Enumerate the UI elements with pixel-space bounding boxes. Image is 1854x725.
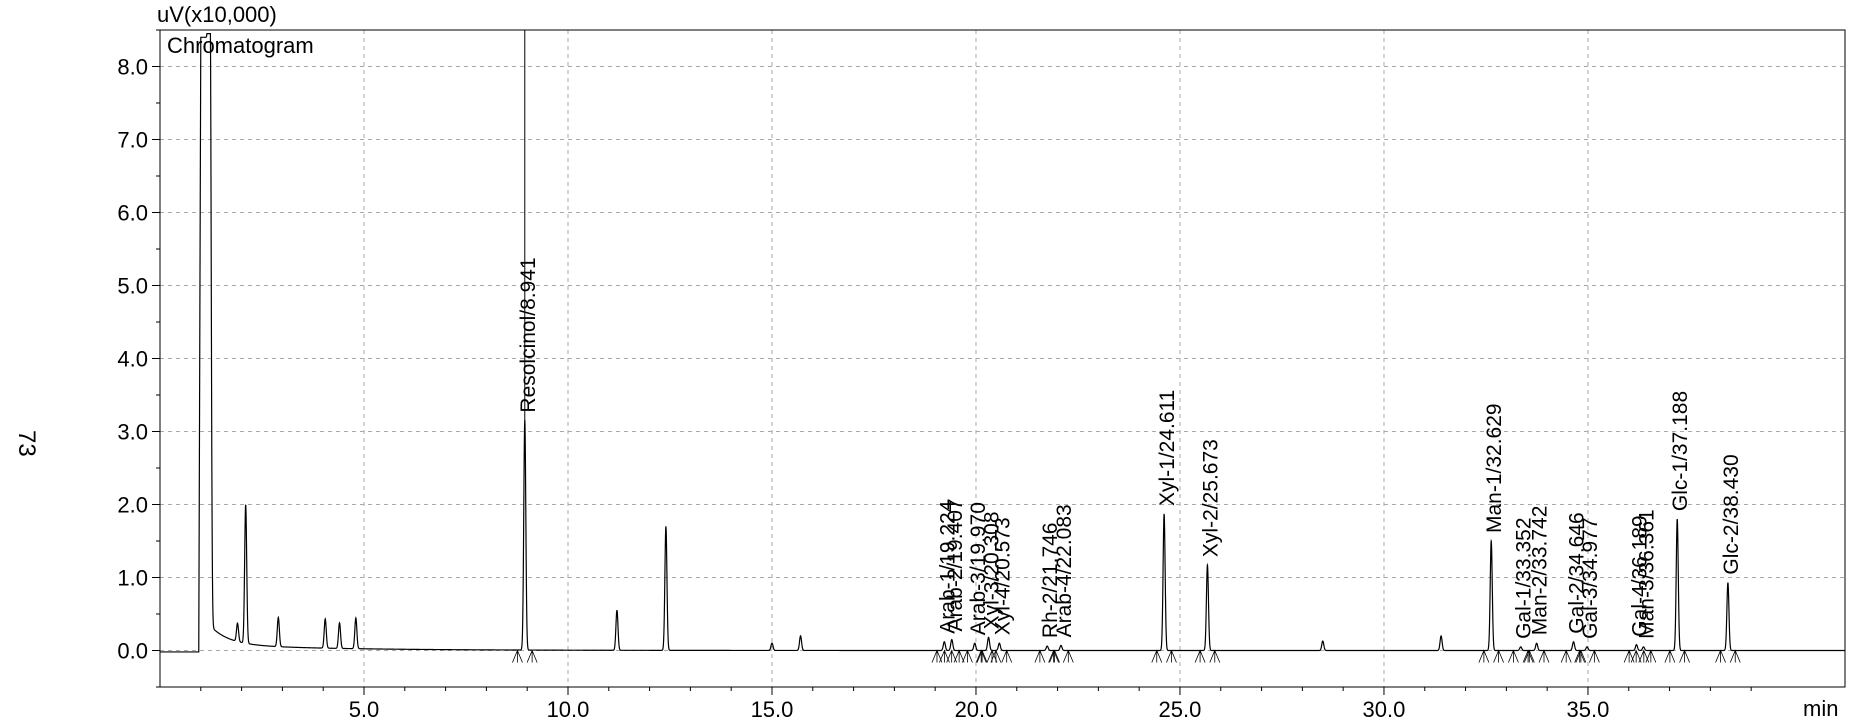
peak-label: Gal-2/34.646 [1566,512,1589,633]
chromatogram-trace [160,30,1845,653]
peak-boundary-marker [1679,649,1690,663]
peak-boundary-marker [1729,649,1741,663]
x-tick-label: 5.0 [349,697,380,722]
peak-boundary-marker [1560,649,1572,663]
peak-label: Gal-3/34.977 [1579,517,1602,638]
peak-boundary-marker [1538,649,1550,663]
peak-labels: Resolcinol/8.941 Arab-1/19.224Arab-2/19.4… [517,257,1743,639]
x-tick-label: 20.0 [955,697,998,722]
peak-label: Arab-2/19.407 [944,498,967,631]
y-tick-label: 6.0 [117,201,148,226]
peak-boundary-marker [1151,649,1163,663]
x-axis-label: min [1803,696,1838,721]
peak-label: Glc-2/38.430 [1720,454,1743,574]
peak-label: Xyl-1/24.611 [1156,390,1179,506]
peak-markers [512,649,1741,663]
peak-boundary-marker [1478,649,1490,663]
peak-label: Gal-4/36.189 [1629,515,1652,636]
x-tick-label: 10.0 [547,697,590,722]
peak-boundary-marker [1664,649,1676,663]
peak-boundary-marker [1715,649,1726,663]
y-tick-label: 0.0 [117,639,148,664]
peak-label: Man-1/32.629 [1483,403,1506,533]
y-tick-label: 4.0 [117,347,148,372]
peak-boundary-marker [526,649,538,663]
peak-boundary-marker [1630,649,1642,663]
peak-label: Resolcinol/8.941 [517,257,540,412]
peak-boundary-marker [931,649,943,663]
peak-boundary-marker [1048,649,1059,663]
peak-label: Man-2/33.742 [1529,506,1552,636]
y-tick-label: 2.0 [117,493,148,518]
peak-boundary-marker [975,649,987,663]
peak-boundary-marker [512,649,523,663]
peak-label: Xyl-2/25.673 [1199,439,1222,557]
axes: 5.0 10.0 15.0 20.0 25.0 30.0 35.0 0.0 1.0 2.0 3.0 4… [117,29,1846,722]
peak-label: Arab-3/19.970 [967,502,990,635]
peak-label: Xyl-3/20.308 [981,511,1004,629]
peak-label: Xyl-4/20.573 [991,517,1014,635]
y-tick-label: 7.0 [117,128,148,153]
peak-label: Man-3/36.361 [1636,509,1659,639]
peak-boundary-marker [939,649,950,663]
peak-label: Arab-1/19.224 [936,500,959,633]
peak-boundary-marker [1194,649,1206,663]
x-tick-label: 15.0 [751,697,794,722]
x-tick-label: 30.0 [1363,697,1406,722]
peak-boundary-marker [1034,649,1046,663]
y-tick-label: 8.0 [117,55,148,80]
y-tick-label: 1.0 [117,566,148,591]
peak-boundary-marker [1209,649,1221,663]
peak-boundary-marker [1062,649,1074,663]
y-tick-label: 5.0 [117,274,148,299]
peak-label: Rh-2/21.746 [1039,523,1062,639]
y-tick-label: 3.0 [117,420,148,445]
peak-label: Arab-4/22.083 [1053,504,1076,637]
peak-boundary-marker [1493,649,1504,663]
peak-boundary-marker [1166,649,1177,663]
peak-boundary-marker [953,649,965,663]
peak-boundary-marker [1574,649,1586,663]
peak-boundary-marker [946,649,958,663]
x-tick-label: 25.0 [1159,697,1202,722]
peak-boundary-marker [1523,649,1535,663]
peak-boundary-marker [1001,649,1013,663]
peak-boundary-marker [962,649,973,663]
peak-boundary-marker [986,649,998,663]
peak-boundary-marker [1645,649,1657,663]
x-tick-label: 35.0 [1567,697,1610,722]
peak-boundary-marker [1623,649,1635,663]
peak-label: Gal-1/33.352 [1513,517,1536,638]
chromatogram-line [160,33,1845,653]
y-axis-label: uV(x10,000) [157,2,277,27]
peak-boundary-marker [1508,649,1519,663]
peak-label: Glc-1/37.188 [1669,391,1692,511]
chart-title: Chromatogram [167,33,314,58]
peak-boundary-marker [1589,649,1600,663]
